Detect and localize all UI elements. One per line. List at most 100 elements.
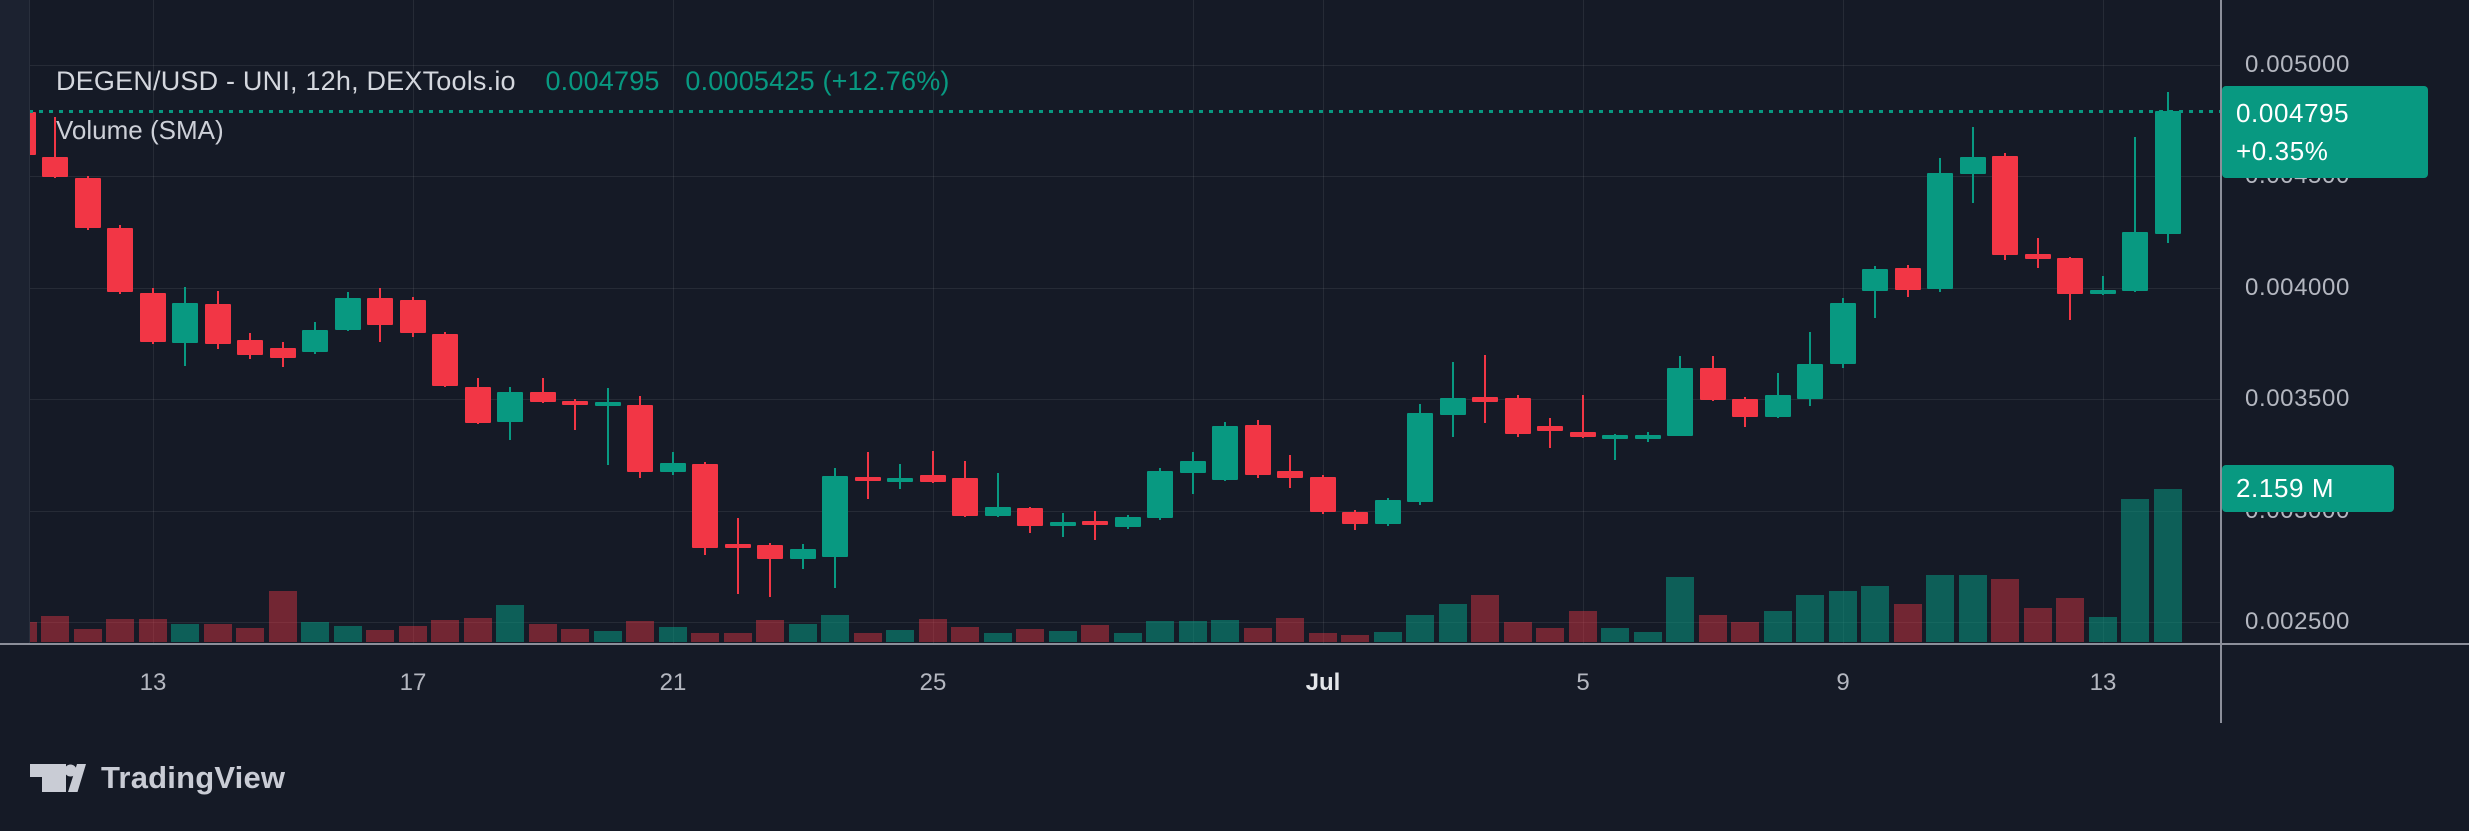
price-badge-change: +0.35% <box>2236 136 2329 166</box>
last-price-value: 0.004795 <box>545 66 660 96</box>
volume-bar <box>984 633 1012 642</box>
time-grid-line <box>1323 0 1324 643</box>
volume-bar <box>1439 604 1467 642</box>
candle-body <box>1505 398 1531 434</box>
current-price-line <box>29 110 2220 113</box>
price-axis[interactable]: 0.0050000.0045000.0040000.0035000.003000… <box>2220 0 2469 723</box>
price-grid-line <box>29 399 2220 400</box>
candle-wick <box>769 543 771 597</box>
time-grid-line <box>673 0 674 643</box>
volume-bar <box>139 619 167 642</box>
candle-wick <box>1582 395 1584 438</box>
price-grid-line <box>29 65 2220 66</box>
volume-bar <box>1699 615 1727 642</box>
candle-body <box>1082 521 1108 525</box>
candle-body <box>1050 522 1076 526</box>
price-grid-line <box>29 511 2220 512</box>
candle-body <box>595 402 621 406</box>
candle-body <box>42 157 68 177</box>
candle-wick <box>1192 452 1194 494</box>
price-grid-line <box>29 622 2220 623</box>
candle-body <box>1732 399 1758 417</box>
volume-bar <box>1179 621 1207 642</box>
price-tick-label: 0.003500 <box>2245 385 2350 412</box>
tradingview-logo[interactable]: TradingView <box>30 760 285 796</box>
time-axis[interactable]: 13 17 21 25 Jul 5 9 13 <box>0 643 2469 723</box>
volume-badge-value: 2.159 M <box>2236 473 2335 503</box>
volume-bar <box>626 621 654 642</box>
volume-bar <box>301 622 329 642</box>
volume-bar <box>1959 575 1987 642</box>
candle-body <box>140 293 166 342</box>
candle-body <box>562 401 588 405</box>
volume-bar <box>756 620 784 642</box>
candle-body <box>1277 471 1303 478</box>
candle-body <box>627 405 653 472</box>
tradingview-wordmark: TradingView <box>101 760 286 795</box>
candle-body <box>952 478 978 516</box>
volume-bar <box>1471 595 1499 642</box>
volume-bar <box>1829 591 1857 642</box>
volume-bar <box>1244 628 1272 642</box>
candle-wick <box>2102 276 2104 295</box>
symbol-title-row[interactable]: DEGEN/USD - UNI, 12h, DEXTools.io 0.0047… <box>56 66 950 97</box>
volume-bar <box>951 627 979 642</box>
volume-bar <box>1081 625 1109 642</box>
volume-bar <box>659 627 687 642</box>
candle-body <box>2090 290 2116 294</box>
chart-plot[interactable] <box>29 0 2220 643</box>
candle-body <box>790 549 816 559</box>
tradingview-icon <box>30 764 86 792</box>
candle-body <box>1245 425 1271 475</box>
candle-body <box>692 464 718 548</box>
symbol-title[interactable]: DEGEN/USD - UNI, 12h, DEXTools.io <box>56 66 516 96</box>
volume-bar <box>1146 621 1174 642</box>
volume-bar <box>1309 633 1337 642</box>
candle-body <box>465 387 491 423</box>
volume-bar <box>2056 598 2084 642</box>
volume-bar <box>2121 499 2149 642</box>
time-axis-border <box>0 643 2469 645</box>
volume-bar <box>724 633 752 642</box>
volume-bar <box>2154 489 2182 642</box>
price-badge: 0.004795 +0.35% <box>2222 86 2428 178</box>
candle-body <box>75 178 101 228</box>
volume-bar <box>594 631 622 642</box>
volume-bar <box>1731 622 1759 642</box>
candle-body <box>530 392 556 402</box>
volume-bar <box>2024 608 2052 642</box>
candle-wick <box>1874 266 1876 318</box>
candle-body <box>757 545 783 559</box>
volume-bar <box>204 624 232 642</box>
volume-bar <box>691 633 719 642</box>
candle-wick <box>2134 137 2136 292</box>
candle-body <box>1537 426 1563 431</box>
volume-badge: 2.159 M <box>2222 465 2394 512</box>
volume-bar <box>1601 628 1629 642</box>
volume-bar <box>1666 577 1694 642</box>
candle-wick <box>1614 434 1616 460</box>
candle-wick <box>867 452 869 499</box>
candle-wick <box>1094 511 1096 540</box>
volume-bar <box>171 624 199 642</box>
candle-body <box>1765 395 1791 417</box>
time-grid-line <box>933 0 934 643</box>
chart-legend: DEGEN/USD - UNI, 12h, DEXTools.io 0.0047… <box>56 66 950 146</box>
candle-body <box>1895 268 1921 290</box>
candle-body <box>335 298 361 330</box>
candle-body <box>1212 426 1238 480</box>
volume-bar <box>1016 629 1044 642</box>
time-tick-label: 5 <box>1576 669 1590 696</box>
volume-bar <box>269 591 297 642</box>
candle-body <box>985 507 1011 516</box>
candle-body <box>1570 432 1596 437</box>
price-change-value: 0.0005425 (+12.76%) <box>685 66 950 96</box>
candle-body <box>1700 368 1726 400</box>
volume-legend[interactable]: Volume (SMA) <box>56 115 950 146</box>
candle-wick <box>932 451 934 483</box>
volume-bar <box>919 619 947 642</box>
volume-bar <box>529 624 557 642</box>
time-tick-label: 13 <box>139 669 167 696</box>
volume-bar <box>106 619 134 642</box>
